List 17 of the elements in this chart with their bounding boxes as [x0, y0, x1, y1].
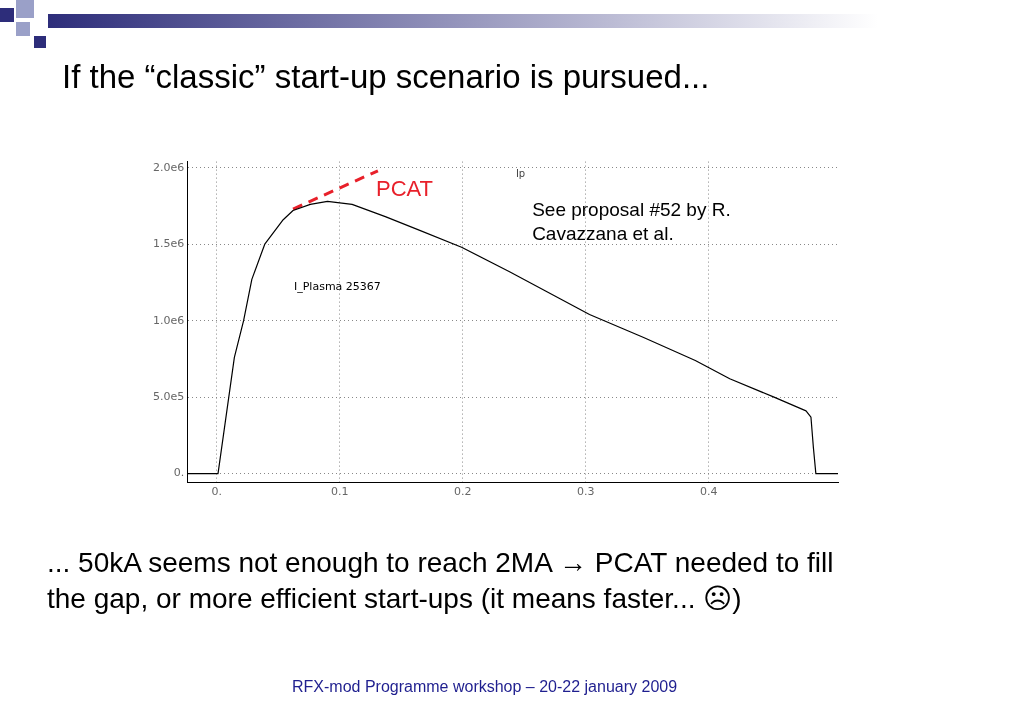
annotation: See proposal #52 by R. Cavazzana et al. — [532, 197, 732, 246]
text: ... 50kA seems not enough to reach 2MA → PCAT needed to fill the gap, or more efficient start-ups (it means faster... ☹) — [47, 546, 835, 616]
y-tick-label: 1.0e6 — [152, 313, 185, 327]
y-tick-label: 0. — [173, 466, 185, 480]
chart-title: If the “classic” start-up scenario is pursued... — [62, 58, 710, 96]
y-tick-label: 2.0e6 — [152, 160, 185, 174]
x-tick-label: 0. — [211, 485, 223, 499]
y-tick-label: 1.5e6 — [152, 237, 185, 251]
x-tick-label: 0.1 — [331, 485, 349, 499]
annotation: PCAT — [375, 175, 434, 202]
text: RFX-mod Programme workshop – 20-22 january 2009 — [292, 678, 678, 696]
x-tick-label: 0.3 — [577, 485, 595, 499]
annotation: Ip — [515, 167, 526, 179]
x-tick-label: 0.2 — [454, 485, 472, 499]
text: I_Plasma 25367 — [293, 280, 381, 294]
y-tick-label: 5.0e5 — [152, 390, 185, 404]
x-tick-label: 0.4 — [700, 485, 718, 499]
